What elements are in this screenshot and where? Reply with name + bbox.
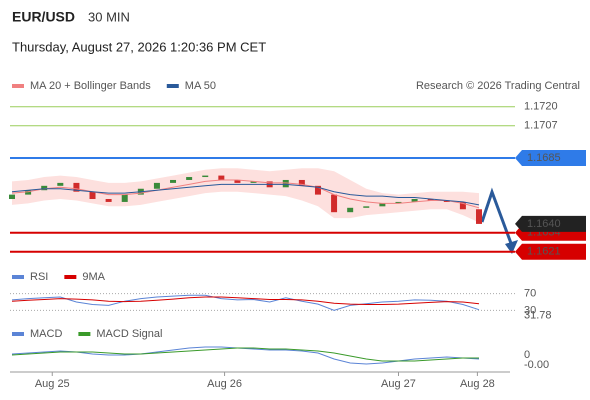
legend-label: MACD Signal — [96, 328, 162, 340]
level-label: 1.1621 — [527, 246, 561, 258]
candle — [443, 200, 450, 202]
level-label: 1.1720 — [524, 101, 558, 113]
candle — [121, 194, 128, 202]
candle — [347, 207, 354, 213]
current-value: 31.78 — [524, 310, 552, 322]
legend-label: 9MA — [82, 271, 105, 283]
legend-swatch — [12, 275, 24, 279]
forecast-arrow — [480, 187, 514, 247]
last-price-tag — [515, 215, 586, 232]
candle — [105, 199, 112, 202]
legend-swatch — [64, 275, 77, 279]
x-tick-label: Aug 26 — [207, 378, 242, 390]
candle — [282, 179, 289, 188]
candle — [41, 185, 48, 191]
forecast-arrowhead — [505, 240, 518, 254]
x-tick-label: Aug 27 — [381, 378, 416, 390]
level-label: 1.1685 — [527, 152, 561, 164]
y-tick-label: 70 — [524, 288, 536, 300]
candle — [314, 185, 321, 195]
level-tag — [515, 149, 586, 166]
legend-label: RSI — [30, 271, 48, 283]
legend-label: MA 50 — [185, 80, 216, 92]
credit: Research © 2026 Trading Central — [416, 80, 580, 92]
candle — [9, 194, 15, 200]
candle — [250, 181, 257, 183]
indicator-line — [11, 183, 480, 206]
y-tick-label: 30 — [524, 304, 536, 316]
legend-swatch — [12, 84, 24, 88]
candle — [298, 179, 305, 186]
bollinger-band — [12, 168, 479, 223]
candle — [379, 203, 386, 207]
x-tick-label: Aug 28 — [460, 378, 495, 390]
indicator-line — [11, 296, 480, 305]
x-tick-label: Aug 25 — [35, 378, 70, 390]
candle — [476, 209, 482, 224]
y-tick-label: 0 — [524, 349, 530, 361]
indicator-line — [11, 294, 480, 311]
indicator-line — [11, 347, 479, 362]
datetime: Thursday, August 27, 2026 1:20:36 PM CET — [12, 39, 266, 54]
candle — [202, 175, 209, 178]
candle — [186, 177, 193, 180]
last-price-label: 1.1640 — [527, 218, 561, 230]
legend-swatch — [12, 332, 24, 336]
level-tag — [515, 243, 586, 260]
candle — [395, 201, 402, 204]
symbol: EUR/USD — [12, 9, 75, 25]
legend-label: MA 20 + Bollinger Bands — [30, 80, 151, 92]
legend-swatch — [78, 332, 91, 336]
legend-label: MACD — [30, 328, 62, 340]
candle — [363, 206, 370, 208]
current-value: -0.00 — [524, 359, 549, 371]
legend-swatch — [166, 84, 179, 88]
candle — [218, 175, 225, 180]
candle — [331, 194, 338, 213]
candle — [57, 182, 64, 186]
candle — [234, 179, 241, 183]
candle — [89, 191, 96, 200]
candle — [411, 199, 418, 202]
candle — [427, 199, 434, 201]
level-label: 1.1707 — [524, 120, 558, 132]
candle — [73, 182, 80, 192]
candle — [170, 179, 177, 183]
candle — [459, 201, 466, 210]
candle — [153, 182, 160, 189]
timeframe: 30 MIN — [88, 9, 130, 24]
candle — [25, 190, 32, 195]
